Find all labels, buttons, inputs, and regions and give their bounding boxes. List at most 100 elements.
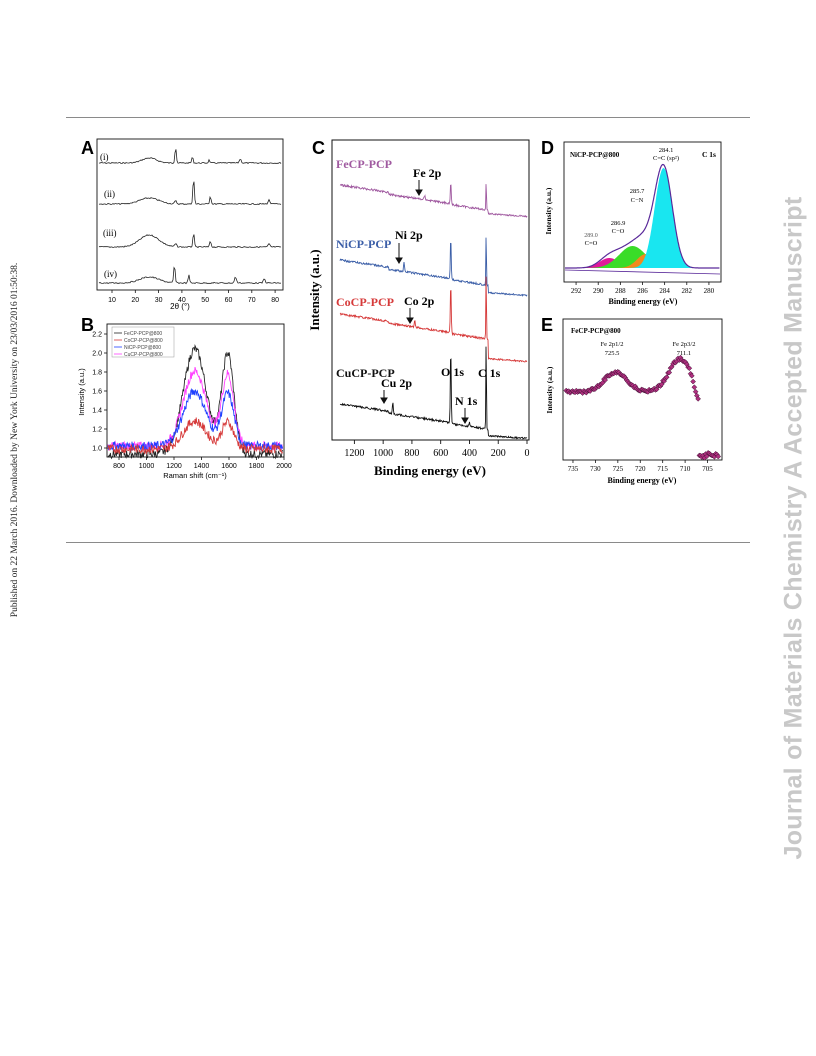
panel-e-ylabel: Intensity (a.u.): [545, 366, 554, 413]
panel-b-ylabel: Intensity (a.u.): [77, 368, 86, 416]
panel-c-xlabel: Binding energy (eV): [374, 463, 486, 478]
legend-ni: NiCP-PCP@800: [124, 345, 161, 351]
trace-label-ii: (ii): [104, 189, 115, 199]
xtick-label: 286: [637, 287, 648, 295]
panel-d: D NiCP-PCP@800 C 1s 284.1 C=C (sp²) 285.…: [541, 138, 722, 306]
annot-n-1s: N 1s: [455, 394, 478, 408]
xtick-label: 400: [462, 448, 477, 459]
panel-d-ylabel: Intensity (a.u.): [544, 187, 553, 234]
legend-fe: FeCP-PCP@800: [124, 331, 162, 337]
ytick-label: 1.0: [92, 446, 102, 453]
panel-b-letter: B: [81, 315, 94, 335]
panel-c-traces: [339, 183, 528, 440]
xtick-label: 80: [271, 297, 279, 304]
panel-c-letter: C: [312, 138, 325, 158]
panel-e-xticks: 735 730 725 720 715 710 705: [568, 460, 713, 473]
panel-b-yticks: 1.0 1.2 1.4 1.6 1.8 2.0 2.2: [92, 332, 107, 453]
ytick-label: 2.2: [92, 332, 102, 339]
top-rule: [66, 117, 750, 118]
panel-e: E FeCP-PCP@800 Fe 2p1/2 725.5 Fe 2p3/2 7…: [541, 315, 723, 485]
xtick-label: 800: [404, 448, 419, 459]
xtick-label: 1000: [139, 463, 155, 470]
fe-2p12-label: Fe 2p1/2: [601, 341, 624, 348]
xps-survey-trace: [339, 346, 528, 440]
panel-b-xticks: 800 1000 1200 1400 1600 1800 2000: [113, 457, 292, 470]
annot-o-1s: O 1s: [441, 365, 464, 379]
panel-b-xlabel: Raman shift (cm⁻¹): [163, 471, 227, 480]
raman-trace: [107, 416, 283, 455]
xrd-trace: [98, 234, 282, 249]
panel-a-xlabel: 2θ (°): [170, 302, 190, 311]
xtick-label: 20: [131, 297, 139, 304]
xtick-label: 50: [201, 297, 209, 304]
panel-d-letter: D: [541, 138, 554, 158]
xtick-label: 1200: [166, 463, 182, 470]
xtick-label: 60: [225, 297, 233, 304]
xtick-label: 710: [680, 465, 691, 473]
panel-b-frame: [106, 323, 285, 458]
peak-285-value: 285.7: [630, 188, 645, 195]
xtick-label: 284: [659, 287, 670, 295]
xps-survey-trace: [339, 237, 528, 297]
panel-d-fits: [564, 163, 721, 275]
panel-e-letter: E: [541, 315, 553, 335]
xtick-label: 1800: [249, 463, 265, 470]
xtick-label: 290: [593, 287, 604, 295]
xtick-label: 292: [571, 287, 582, 295]
trace-label-i: (i): [100, 152, 109, 162]
xtick-label: 0: [525, 448, 530, 459]
series-ni-label: NiCP-PCP: [336, 237, 391, 251]
peak-286-value: 286.9: [611, 220, 626, 227]
xtick-label: 1600: [221, 463, 237, 470]
xtick-label: 200: [491, 448, 506, 459]
ytick-label: 2.0: [92, 351, 102, 358]
panel-a-frame: [96, 138, 284, 291]
xtick-label: 800: [113, 463, 125, 470]
xrd-trace: [98, 149, 282, 165]
xrd-trace: [98, 181, 282, 206]
panel-a-letter: A: [81, 138, 94, 158]
annot-fe-2p: Fe 2p: [413, 166, 442, 180]
data-marker: [686, 365, 693, 372]
panel-a-traces: [98, 149, 282, 285]
xtick-label: 288: [615, 287, 626, 295]
xtick-label: 730: [590, 465, 601, 473]
ytick-label: 1.4: [92, 408, 102, 415]
panel-c-ylabel: Intensity (a.u.): [307, 249, 322, 330]
annot-c-1s: C 1s: [478, 366, 501, 380]
data-marker: [666, 369, 673, 376]
panel-c-xticks: 1200 1000 800 600 400 200 0: [344, 440, 530, 459]
baseline: [564, 269, 721, 275]
trace-label-iii: (iii): [103, 228, 117, 238]
panel-e-xlabel: Binding energy (eV): [608, 476, 677, 485]
data-marker: [690, 378, 696, 385]
data-marker: [663, 374, 670, 381]
xtick-label: 720: [635, 465, 646, 473]
raman-trace: [107, 343, 283, 460]
annot-co-2p: Co 2p: [404, 294, 435, 308]
envelope: [565, 163, 720, 269]
xtick-label: 30: [155, 297, 163, 304]
legend-co: CoCP-PCP@800: [124, 338, 163, 344]
annot-cu-2p: Cu 2p: [381, 376, 412, 390]
xtick-label: 280: [704, 287, 715, 295]
peak-284-value: 284.1: [659, 147, 674, 154]
fit-peak: [565, 258, 720, 268]
panel-d-xticks: 292 290 288 286 284 282 280: [571, 282, 715, 295]
raman-trace: [107, 366, 284, 452]
xtick-label: 2000: [276, 463, 292, 470]
data-marker: [695, 395, 701, 402]
xtick-label: 282: [682, 287, 693, 295]
xtick-label: 705: [702, 465, 713, 473]
series-fe-label: FeCP-PCP: [336, 157, 392, 171]
panel-d-corner: C 1s: [702, 150, 716, 159]
panel-b-traces: [107, 343, 284, 460]
peak-286-label: C−O: [612, 228, 625, 235]
annot-ni-2p: Ni 2p: [395, 228, 423, 242]
xtick-label: 735: [568, 465, 579, 473]
data-marker: [715, 453, 722, 460]
panel-e-markers: [563, 354, 722, 461]
ytick-label: 1.6: [92, 389, 102, 396]
xtick-label: 1000: [373, 448, 393, 459]
